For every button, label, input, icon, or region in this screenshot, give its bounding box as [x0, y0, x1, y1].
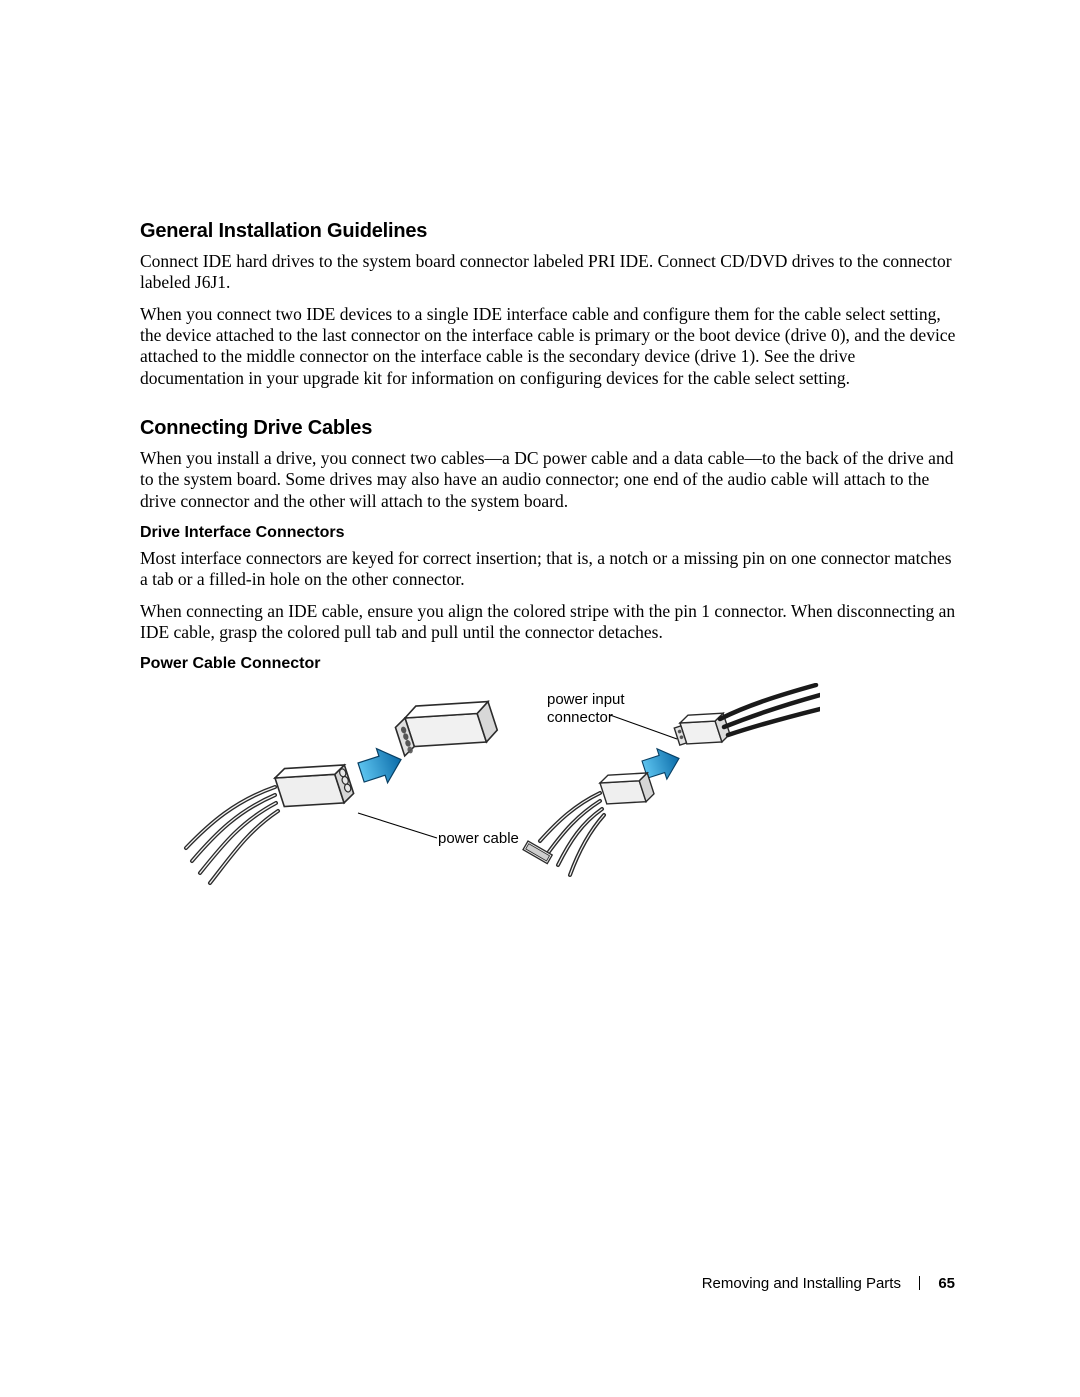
- figure-label-power-cable: power cable: [438, 830, 519, 847]
- paragraph: Most interface connectors are keyed for …: [140, 548, 960, 591]
- paragraph: When you connect two IDE devices to a si…: [140, 304, 960, 389]
- subheading-drive-interface-connectors: Drive Interface Connectors: [140, 524, 960, 542]
- footer-page-number: 65: [938, 1275, 955, 1292]
- heading-connecting-drive-cables: Connecting Drive Cables: [140, 417, 960, 440]
- figure-label-power-input-connector: power input connector: [547, 691, 647, 726]
- cable-illustration: [180, 683, 820, 913]
- paragraph: When you install a drive, you connect tw…: [140, 448, 960, 512]
- subheading-power-cable-connector: Power Cable Connector: [140, 655, 960, 673]
- figure-power-cable-connector: power input connector power cable: [180, 683, 820, 913]
- paragraph: When connecting an IDE cable, ensure you…: [140, 601, 960, 644]
- footer-chapter-title: Removing and Installing Parts: [702, 1275, 901, 1292]
- heading-general-installation: General Installation Guidelines: [140, 220, 960, 243]
- document-page: General Installation Guidelines Connect …: [0, 0, 1080, 1397]
- footer-separator: [919, 1276, 920, 1290]
- paragraph: Connect IDE hard drives to the system bo…: [140, 251, 960, 294]
- page-footer: Removing and Installing Parts 65: [702, 1275, 955, 1292]
